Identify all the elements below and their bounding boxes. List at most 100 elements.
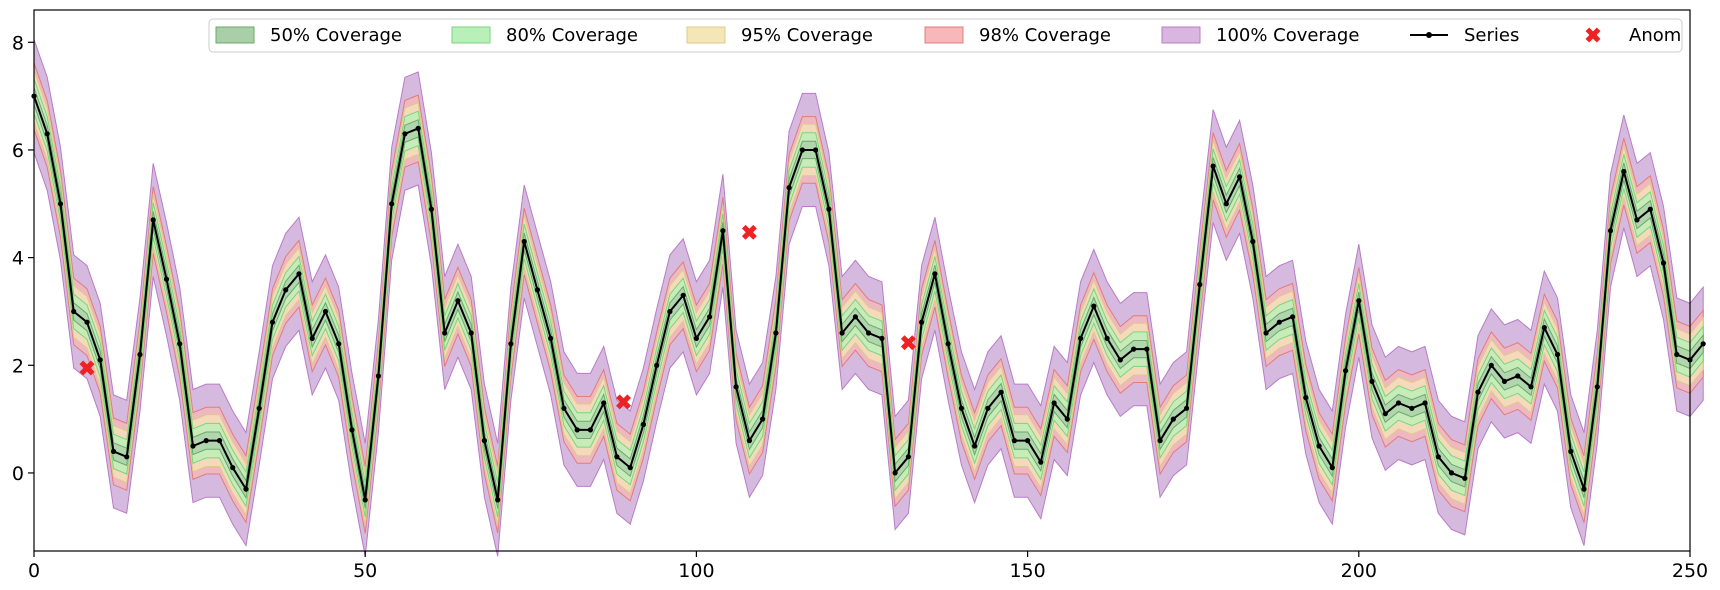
series-point — [322, 308, 329, 315]
series-point — [1448, 470, 1455, 476]
anomaly-marker — [900, 335, 916, 351]
series-point — [746, 438, 753, 444]
legend-item: 98% Coverage — [924, 25, 1111, 46]
series-layer — [31, 93, 1706, 503]
series-point — [919, 319, 925, 325]
series-point — [150, 217, 156, 223]
series-point — [1554, 351, 1561, 358]
legend-label: 95% Coverage — [741, 25, 873, 46]
series-point — [866, 330, 872, 336]
y-tick-label: 4 — [12, 248, 24, 270]
series-point — [601, 400, 607, 406]
series-point — [932, 271, 938, 277]
series-point — [415, 125, 421, 131]
series-point — [1501, 378, 1508, 384]
series-point — [839, 330, 845, 336]
series-point — [640, 421, 647, 428]
x-axis: 0 50 100 150 200 250 — [28, 551, 1708, 582]
series-point — [1197, 281, 1203, 288]
series-point — [1223, 201, 1229, 207]
series-point — [402, 131, 408, 137]
legend-label: Series — [1464, 25, 1519, 46]
series-point — [852, 314, 859, 320]
legend-label: 50% Coverage — [270, 25, 402, 46]
legend-anomaly-icon — [1585, 27, 1601, 43]
series-point — [1409, 405, 1415, 411]
legend-item: 95% Coverage — [686, 25, 873, 46]
series-point — [84, 319, 90, 325]
series-point — [375, 373, 381, 379]
y-tick-label: 2 — [12, 355, 24, 377]
series-point — [1184, 405, 1190, 411]
series-point — [1700, 341, 1706, 347]
series-point — [667, 308, 673, 315]
series-point — [627, 465, 633, 471]
series-point — [216, 438, 223, 444]
series-point — [1395, 400, 1402, 406]
series-point — [1144, 346, 1150, 352]
series-point — [1568, 448, 1574, 454]
y-tick-label: 0 — [12, 463, 24, 485]
series-point — [786, 185, 792, 191]
series-point — [124, 454, 130, 460]
series-point — [283, 287, 289, 293]
series-point — [362, 497, 368, 503]
series-point — [1528, 384, 1534, 390]
series-point — [1660, 260, 1667, 266]
series-point — [442, 330, 448, 336]
series-point — [428, 206, 434, 212]
series-point — [1064, 416, 1070, 422]
legend-item: 50% Coverage — [215, 25, 402, 46]
plot-frame — [33, 9, 1691, 552]
series-point — [680, 292, 686, 298]
series-point — [998, 389, 1004, 395]
series-point — [1462, 475, 1468, 481]
series-point — [71, 308, 77, 315]
series-point — [574, 427, 580, 433]
y-tick-label: 8 — [12, 32, 24, 54]
series-point — [1329, 465, 1335, 471]
legend-swatch — [451, 26, 491, 44]
legend-item: 80% Coverage — [451, 25, 638, 46]
series-point — [243, 486, 249, 492]
anomaly-markers — [79, 224, 916, 410]
series-point — [1091, 303, 1097, 309]
series-point — [614, 454, 620, 460]
legend-point-swatch — [1426, 32, 1432, 38]
series-point — [1594, 384, 1600, 390]
series-point — [561, 405, 567, 411]
series-point — [508, 341, 514, 347]
series-point — [1210, 163, 1216, 169]
series-point — [190, 443, 196, 449]
series-point — [1263, 330, 1269, 336]
coverage-bands — [33, 39, 1704, 557]
series-point — [1131, 346, 1137, 352]
y-axis: 0 2 4 6 8 — [12, 32, 34, 485]
series-point — [1078, 335, 1084, 341]
anomaly-marker — [741, 224, 757, 240]
series-point — [879, 335, 885, 341]
legend-label: 100% Coverage — [1216, 25, 1359, 46]
series-point — [799, 147, 806, 153]
legend-item: Series — [1410, 25, 1519, 46]
series-point — [1343, 368, 1349, 374]
legend-swatch — [686, 26, 726, 44]
series-point — [1303, 395, 1309, 401]
series-point — [1435, 454, 1441, 460]
series-point — [203, 438, 209, 444]
series-point — [521, 238, 527, 245]
series-point — [1369, 378, 1375, 384]
series-point — [44, 131, 50, 137]
series-point — [1117, 357, 1123, 363]
series-point — [1422, 400, 1428, 406]
legend-item: Anom — [1585, 25, 1681, 46]
x-tick-label: 250 — [1672, 560, 1708, 582]
series-point — [57, 201, 64, 207]
legend-item: 100% Coverage — [1161, 25, 1359, 46]
series-point — [296, 271, 302, 277]
x-tick-label: 150 — [1009, 560, 1045, 582]
anomaly-marker — [79, 360, 95, 376]
series-point — [534, 287, 541, 293]
x-tick-label: 50 — [353, 560, 377, 582]
